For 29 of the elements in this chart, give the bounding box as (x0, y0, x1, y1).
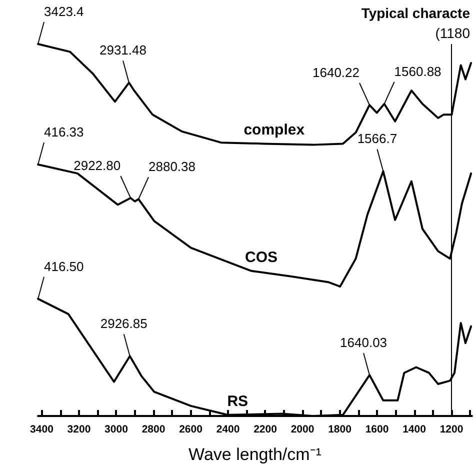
annotation: 1560.88 (394, 64, 442, 79)
annotation: 2922.80 (74, 158, 121, 174)
x-tick-label: 1600 (365, 424, 389, 436)
x-tick-label: 2000 (290, 424, 314, 436)
annotation: 2926.85 (100, 316, 148, 332)
x-tick-label: 3000 (104, 424, 128, 436)
text: (1180 (435, 25, 470, 41)
x-tick-label: 2600 (179, 424, 203, 436)
text: Typical characte (361, 5, 470, 21)
annotation: 2880.38 (148, 159, 196, 174)
series-label: COS (245, 248, 278, 266)
series-label: RS (227, 392, 248, 410)
annotation: 3423.4 (44, 4, 84, 19)
x-tick-label: 2800 (142, 424, 166, 436)
annotation: 1640.03 (340, 335, 388, 350)
series-label: complex (244, 122, 306, 139)
x-tick-label: 1800 (328, 424, 352, 436)
annotation: 416.33 (44, 124, 84, 140)
x-axis-title: Wave length/cm⁻¹ (188, 445, 322, 464)
x-tick-label: 1200 (440, 424, 464, 436)
annotation: 2931.48 (99, 42, 146, 58)
x-tick-label: 1400 (402, 424, 426, 436)
x-tick-label: 3200 (67, 424, 91, 436)
x-tick-label: 3400 (30, 424, 54, 436)
x-tick-label: 2400 (216, 424, 240, 436)
annotation: 1566.7 (357, 131, 398, 146)
x-tick-label: 2200 (254, 424, 278, 436)
annotation: 1640.22 (312, 65, 360, 80)
annotation: 416.50 (44, 258, 84, 274)
